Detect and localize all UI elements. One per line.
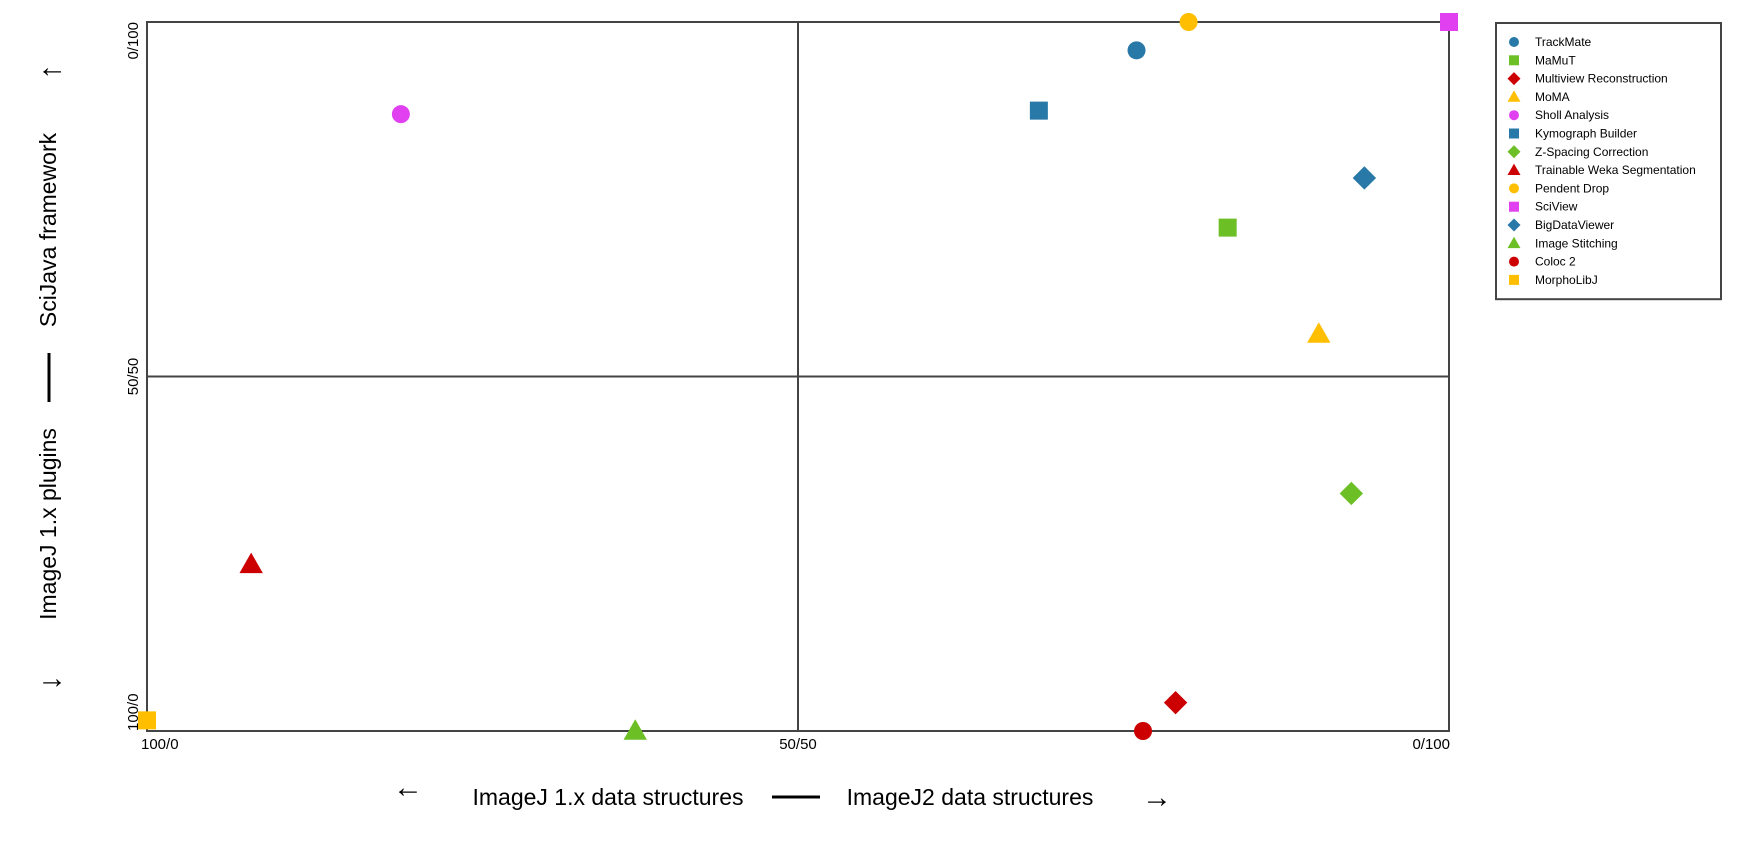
point-sciview [1440, 13, 1458, 31]
plot-area [146, 21, 1450, 732]
point-image-stitching [623, 719, 647, 740]
x-tick-label: 50/50 [779, 736, 817, 753]
x-axis-label-right: ImageJ2 data structures [847, 784, 1094, 810]
legend-label-sholl-analysis: Sholl Analysis [1535, 108, 1609, 122]
legend-marker-pendent-drop [1509, 183, 1519, 194]
y-axis-label: ↓ ImageJ 1.x plugins SciJava framework ↑ [34, 65, 67, 691]
y-tick-label: 0/100 [125, 22, 142, 60]
y-axis-down-arrow: ↓ [34, 676, 67, 691]
legend-marker-sholl-analysis [1509, 110, 1519, 121]
point-z-spacing-correction [1339, 481, 1364, 506]
legend-label-bigdataviewer: BigDataViewer [1535, 218, 1614, 232]
point-trainable-weka-segmentation [239, 552, 263, 574]
legend-marker-sciview [1509, 201, 1519, 212]
point-sholl-analysis [391, 105, 410, 124]
x-tick-label: 0/100 [1412, 736, 1450, 753]
legend-label-multiview-reconstruction: Multiview Reconstruction [1535, 72, 1668, 86]
point-moma [1307, 322, 1331, 343]
legend-label-coloc-2: Coloc 2 [1535, 255, 1576, 269]
point-trackmate [1127, 41, 1146, 60]
legend-marker-trainable-weka-segmentation [1507, 163, 1521, 175]
x-axis-label: ← ImageJ 1.x data structures ImageJ2 dat… [393, 771, 1172, 814]
y-axis-label-bottom: ImageJ 1.x plugins [35, 428, 61, 620]
legend-marker-image-stitching [1507, 236, 1521, 249]
legend-label-pendent-drop: Pendent Drop [1535, 181, 1609, 195]
point-pendent-drop [1179, 13, 1198, 31]
legend-label-trackmate: TrackMate [1535, 35, 1592, 49]
legend-marker-kymograph-builder [1509, 128, 1519, 139]
x-axis-label-left: ImageJ 1.x data structures [472, 784, 743, 810]
legend-label-image-stitching: Image Stitching [1535, 236, 1618, 250]
legend-label-kymograph-builder: Kymograph Builder [1535, 127, 1637, 141]
point-coloc-2 [1134, 722, 1153, 740]
legend-label-trainable-weka-segmentation: Trainable Weka Segmentation [1535, 163, 1696, 177]
legend: TrackMate MaMuT Multiview Reconstruction Mo… [1495, 22, 1722, 301]
legend-marker-bigdataviewer [1507, 218, 1521, 232]
legend-marker-morpholibj [1509, 274, 1519, 285]
legend-marker-moma [1507, 90, 1521, 102]
x-axis-ticks: 100/0 50/50 0/100 [141, 736, 1450, 753]
legend-marker-coloc-2 [1509, 256, 1519, 267]
y-axis-up-arrow: ↑ [34, 65, 67, 80]
point-morpholibj [138, 711, 156, 730]
legend-label-morpholibj: MorphoLibJ [1535, 273, 1598, 287]
y-axis-label-top: SciJava framework [35, 132, 61, 327]
legend-label-z-spacing-correction: Z-Spacing Correction [1535, 145, 1648, 159]
legend-label-moma: MoMA [1535, 90, 1570, 104]
legend-box [1495, 22, 1722, 301]
legend-marker-trackmate [1509, 37, 1519, 47]
legend-marker-mamut [1509, 55, 1519, 66]
legend-label-sciview: SciView [1535, 200, 1578, 214]
data-points [138, 13, 1458, 740]
point-kymograph-builder [1029, 101, 1048, 120]
point-multiview-reconstruction [1163, 690, 1188, 715]
x-axis-right-arrow: → [1142, 781, 1172, 814]
y-tick-label: 50/50 [125, 358, 142, 396]
legend-marker-z-spacing-correction [1507, 145, 1521, 159]
legend-marker-multiview-reconstruction [1507, 72, 1521, 86]
y-tick-label: 100/0 [125, 693, 142, 731]
y-axis-ticks: 100/0 50/50 0/100 [125, 22, 142, 731]
point-mamut [1218, 218, 1237, 237]
legend-label-mamut: MaMuT [1535, 53, 1576, 67]
x-axis-left-arrow: ← [393, 771, 423, 804]
point-bigdataviewer [1352, 166, 1377, 190]
x-tick-label: 100/0 [141, 736, 179, 753]
